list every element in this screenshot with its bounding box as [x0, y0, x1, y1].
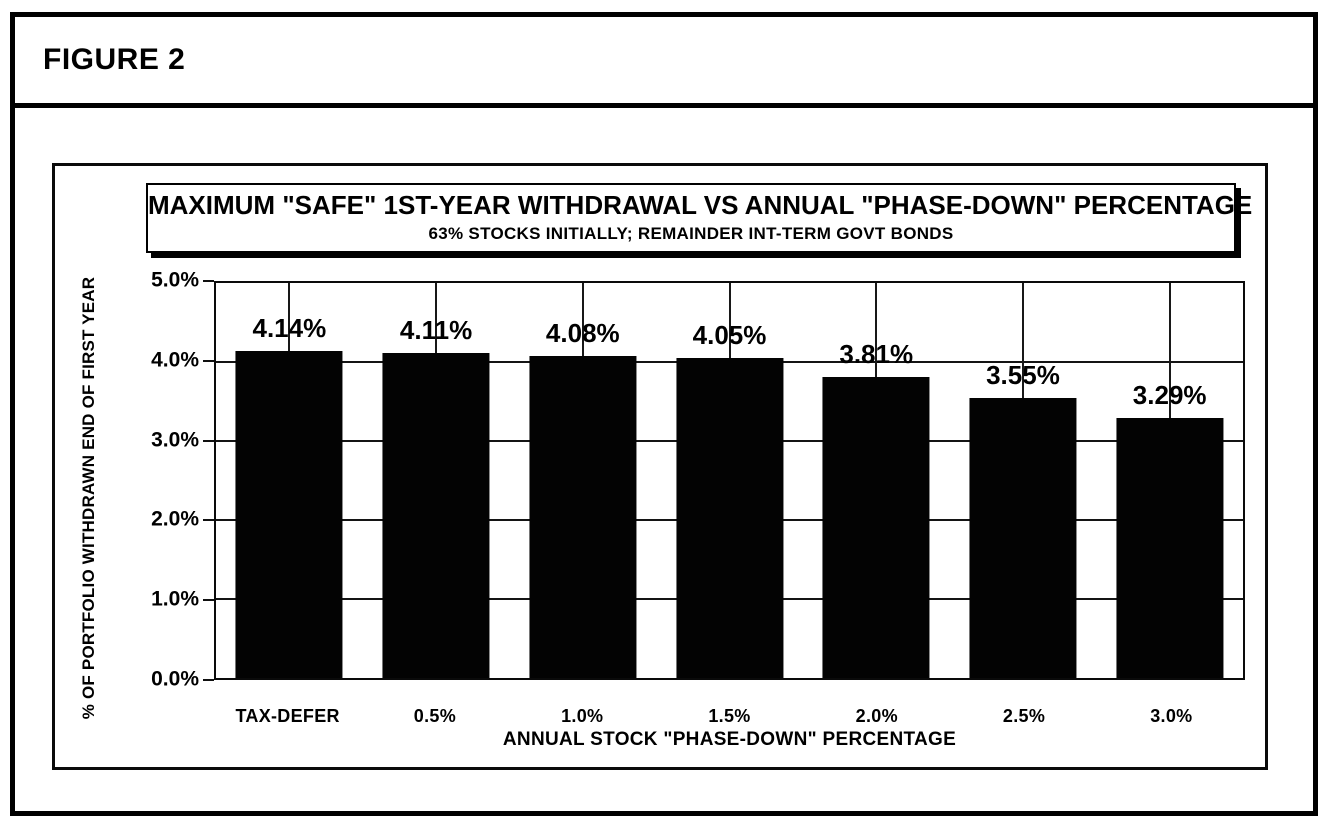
bar [822, 377, 930, 678]
x-tick-labels: TAX-DEFER 0.5% 1.0% 1.5% 2.0% 2.5% 3.0% [214, 706, 1245, 727]
chart-title-box: MAXIMUM "SAFE" 1ST-YEAR WITHDRAWAL VS AN… [146, 183, 1253, 253]
y-tick-mark [203, 599, 214, 602]
y-tick-mark [203, 280, 214, 282]
x-axis-title: ANNUAL STOCK "PHASE-DOWN" PERCENTAGE [502, 729, 957, 750]
chart-frame: MAXIMUM "SAFE" 1ST-YEAR WITHDRAWAL VS AN… [52, 163, 1268, 770]
x-tick-label: TAX-DEFER [235, 706, 340, 726]
bar [529, 355, 637, 678]
x-tick-label: 3.0% [1150, 706, 1193, 726]
y-tick-label: 3.0% [151, 428, 199, 452]
y-tick-mark [203, 519, 214, 522]
y-tick-mark [203, 679, 214, 681]
bar-value-label: 4.14% [252, 312, 327, 343]
figure-frame: FIGURE 2 MAXIMUM "SAFE" 1ST-YEAR WITHDRA… [10, 12, 1318, 816]
bar [382, 353, 490, 678]
category-column: 4.11% [363, 283, 510, 678]
x-tick-label: 1.5% [708, 706, 751, 726]
x-tick-label: 0.5% [413, 706, 457, 726]
y-tick-label: 5.0% [151, 268, 199, 292]
y-tick-mark [203, 439, 214, 442]
category-column: 3.55% [950, 283, 1097, 678]
x-tick-label: 2.0% [855, 706, 898, 726]
category-column: 4.14% [216, 283, 363, 678]
bar [969, 397, 1077, 678]
bar-value-label: 4.08% [545, 317, 620, 348]
x-tick-label: 2.5% [1002, 706, 1046, 726]
bar-series: 4.14% 4.11% 4.08% 4.05% 3.81% 3.55% 3.29% [216, 283, 1243, 678]
figure-body: MAXIMUM "SAFE" 1ST-YEAR WITHDRAWAL VS AN… [15, 108, 1313, 811]
chart-title: MAXIMUM "SAFE" 1ST-YEAR WITHDRAWAL VS AN… [148, 190, 1253, 220]
figure-label: FIGURE 2 [43, 43, 186, 76]
bar-value-label: 3.81% [839, 339, 914, 370]
y-tick-label: 1.0% [151, 587, 199, 611]
category-column: 3.29% [1096, 283, 1243, 678]
bar [235, 350, 343, 678]
bar-value-label: 3.55% [986, 359, 1060, 390]
bar-value-label: 4.11% [399, 315, 473, 346]
figure-header: FIGURE 2 [15, 17, 1313, 108]
x-tick-label: 1.0% [561, 706, 604, 726]
y-tick-mark [203, 359, 214, 362]
y-axis-title: % OF PORTFOLIO WITHDRAWN END OF FIRST YE… [79, 276, 98, 720]
bar-value-label: 3.29% [1132, 380, 1207, 411]
chart-subtitle: 63% STOCKS INITIALLY; REMAINDER INT-TERM… [428, 224, 954, 243]
category-column: 4.08% [509, 283, 656, 678]
category-column: 4.05% [656, 283, 803, 678]
bar [675, 358, 784, 678]
y-tick-marks [203, 280, 214, 681]
y-tick-labels: 5.0% 4.0% 3.0% 2.0% 1.0% 0.0% [103, 269, 199, 691]
y-tick-label: 4.0% [151, 348, 199, 372]
plot-area: 4.14% 4.11% 4.08% 4.05% 3.81% 3.55% 3.29% [214, 281, 1245, 680]
category-column: 3.81% [803, 283, 950, 678]
bar-value-label: 4.05% [692, 320, 767, 351]
y-tick-label: 2.0% [151, 507, 199, 531]
y-tick-label: 0.0% [151, 667, 199, 691]
bar [1116, 418, 1224, 678]
